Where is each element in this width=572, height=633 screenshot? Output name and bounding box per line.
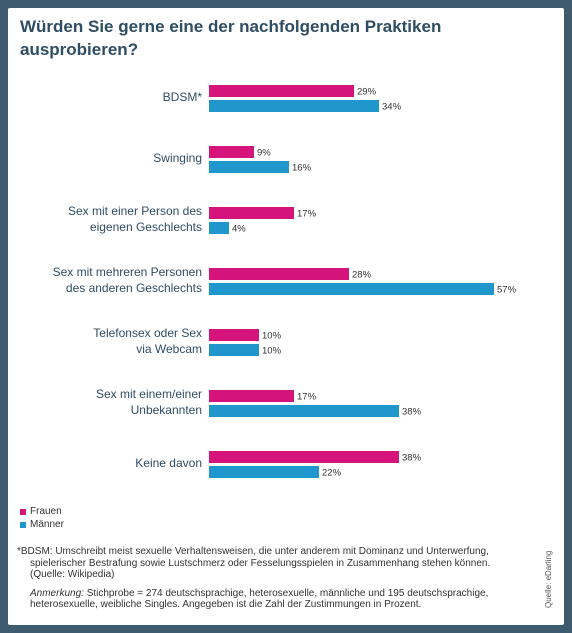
legend-label-frauen: Frauen: [30, 506, 62, 517]
note-line2: heterosexuelle, weibliche Singles. Angeg…: [30, 599, 422, 610]
bar-frauen: [209, 85, 354, 97]
data-label-frauen: 29%: [357, 87, 377, 98]
bar-frauen: [209, 268, 349, 280]
bar-frauen: [209, 146, 254, 158]
data-label-maenner: 4%: [232, 224, 246, 235]
legend-item-maenner: Männer: [20, 518, 64, 531]
legend-label-maenner: Männer: [30, 519, 64, 530]
data-label-maenner: 34%: [382, 102, 402, 113]
note-line1: Stichprobe = 274 deutschsprachige, heter…: [83, 587, 489, 599]
category-label: Keine davon: [135, 456, 202, 470]
footnote: *BDSM: Umschreibt meist sexuelle Verhalt…: [17, 546, 542, 611]
data-label-frauen: 28%: [352, 270, 372, 281]
legend-item-frauen: Frauen: [20, 505, 64, 518]
data-label-maenner: 16%: [292, 163, 312, 174]
category-label: Sex mit mehreren Personen: [53, 265, 202, 279]
source-label: Quelle: eDarling: [544, 550, 553, 608]
bar-maenner: [209, 283, 494, 295]
data-label-frauen: 9%: [257, 148, 271, 159]
category-label: Telefonsex oder Sex: [93, 326, 202, 340]
category-label: Unbekannten: [131, 403, 202, 417]
data-label-frauen: 17%: [297, 209, 317, 220]
legend-swatch-frauen: [20, 508, 26, 515]
data-label-frauen: 10%: [262, 331, 282, 342]
category-label: eigenen Geschlechts: [90, 220, 202, 234]
bar-frauen: [209, 451, 399, 463]
data-label-maenner: 22%: [322, 468, 342, 479]
chart-title-line1: Würden Sie gerne eine der nachfolgenden …: [20, 17, 442, 36]
data-label-maenner: 10%: [262, 346, 282, 357]
chart-title-line2: ausprobieren?: [20, 40, 139, 59]
bar-frauen: [209, 329, 259, 341]
category-label: Sex mit einer Person des: [68, 204, 202, 218]
bar-maenner: [209, 466, 319, 478]
legend: Frauen Männer: [20, 505, 64, 531]
legend-swatch-maenner: [20, 521, 26, 528]
chart-card: Würden Sie gerne eine der nachfolgenden …: [8, 8, 564, 625]
footnote-line3: (Quelle: Wikipedia): [30, 569, 115, 580]
bar-maenner: [209, 222, 229, 234]
sample-note: Anmerkung: Stichprobe = 274 deutschsprac…: [17, 588, 542, 611]
bar-maenner: [209, 344, 259, 356]
bar-frauen: [209, 207, 294, 219]
category-label: Sex mit einem/einer: [96, 387, 202, 401]
footnote-line2: spielerischer Bestrafung sowie Lustschme…: [30, 557, 491, 569]
data-label-maenner: 57%: [497, 285, 517, 296]
footnote-line1: *BDSM: Umschreibt meist sexuelle Verhalt…: [17, 546, 489, 557]
bar-maenner: [209, 100, 379, 112]
data-label-frauen: 17%: [297, 392, 317, 403]
bar-maenner: [209, 161, 289, 173]
category-label: Swinging: [153, 151, 202, 165]
data-label-maenner: 38%: [402, 407, 422, 418]
bar-chart: BDSM* 29% 34% Swinging 9% 16% Sex mit einer Pe…: [53, 85, 517, 479]
category-label: des anderen Geschlechts: [66, 281, 202, 295]
category-label: via Webcam: [136, 342, 202, 356]
chart-title: Würden Sie gerne eine der nachfolgenden …: [20, 15, 550, 61]
bar-maenner: [209, 405, 399, 417]
note-label: Anmerkung:: [30, 587, 84, 599]
bar-frauen: [209, 390, 294, 402]
category-label: BDSM*: [163, 90, 203, 104]
data-label-frauen: 38%: [402, 453, 422, 464]
